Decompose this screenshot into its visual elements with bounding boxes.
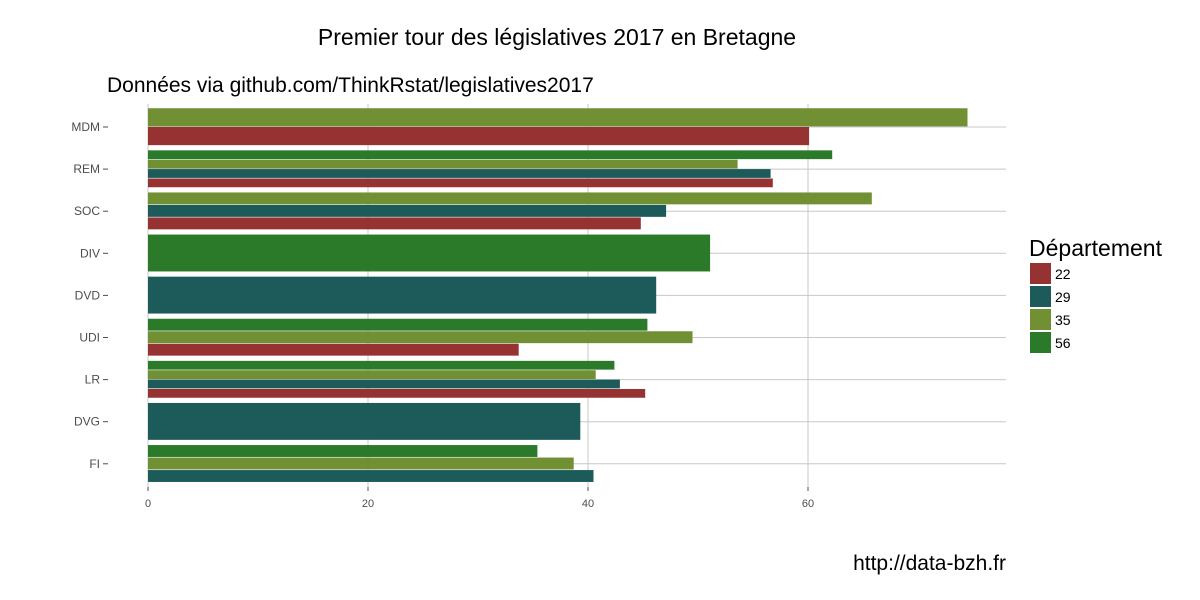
bar-fi-56 (148, 445, 538, 457)
legend-label: 35 (1055, 312, 1071, 328)
legend-key-22 (1030, 263, 1051, 284)
legend-label: 22 (1055, 266, 1071, 282)
bar-fi-29 (148, 470, 594, 482)
bar-soc-22 (148, 217, 641, 230)
legend-key-56 (1030, 332, 1051, 353)
bar-fi-35 (148, 457, 574, 470)
bar-soc-35 (148, 192, 872, 205)
x-tick-label: 20 (362, 498, 374, 510)
y-tick-label: SOC (74, 204, 100, 218)
y-tick-label: DVG (74, 415, 100, 429)
bar-rem-35 (148, 159, 738, 169)
bar-dvd-29 (148, 276, 657, 314)
x-axis: 0 20 40 60 (145, 487, 814, 510)
y-tick-label: LR (85, 373, 101, 387)
y-tick-label: DVD (75, 288, 101, 302)
legend-key-35 (1030, 309, 1051, 330)
bar-rem-22 (148, 178, 773, 188)
bar-lr-22 (148, 388, 646, 398)
legend-label: 56 (1055, 335, 1071, 351)
bar-rem-56 (148, 150, 833, 160)
bars (148, 108, 968, 482)
bar-div-56 (148, 234, 711, 272)
bar-udi-35 (148, 331, 693, 344)
legend-label: 29 (1055, 289, 1071, 305)
y-tick-label: REM (73, 162, 100, 176)
x-tick-label: 40 (582, 498, 594, 510)
y-axis: MDM REM SOC DIV DVD UDI LR DVG FI (71, 120, 108, 471)
legend: Département 22 29 35 56 (1029, 235, 1163, 353)
chart-caption: http://data-bzh.fr (853, 552, 1006, 575)
bar-lr-35 (148, 370, 596, 379)
legend-title: Département (1029, 235, 1163, 261)
legend-key-29 (1030, 286, 1051, 307)
y-tick-label: DIV (80, 246, 100, 260)
bar-lr-56 (148, 360, 615, 370)
bar-mdm-22 (148, 127, 810, 146)
bar-udi-56 (148, 318, 648, 331)
y-tick-label: FI (89, 457, 100, 471)
y-tick-label: MDM (71, 120, 100, 134)
x-tick-label: 0 (145, 498, 151, 510)
chart-title: Premier tour des législatives 2017 en Br… (318, 24, 796, 50)
bar-lr-29 (148, 379, 620, 389)
bar-udi-22 (148, 343, 519, 356)
y-tick-label: UDI (79, 331, 100, 345)
bar-soc-29 (148, 204, 667, 217)
x-tick-label: 60 (802, 498, 814, 510)
bar-mdm-35 (148, 108, 968, 127)
bar-rem-29 (148, 169, 771, 178)
bar-dvg-29 (148, 402, 581, 440)
chart-subtitle: Données via github.com/ThinkRstat/legisl… (107, 74, 594, 97)
